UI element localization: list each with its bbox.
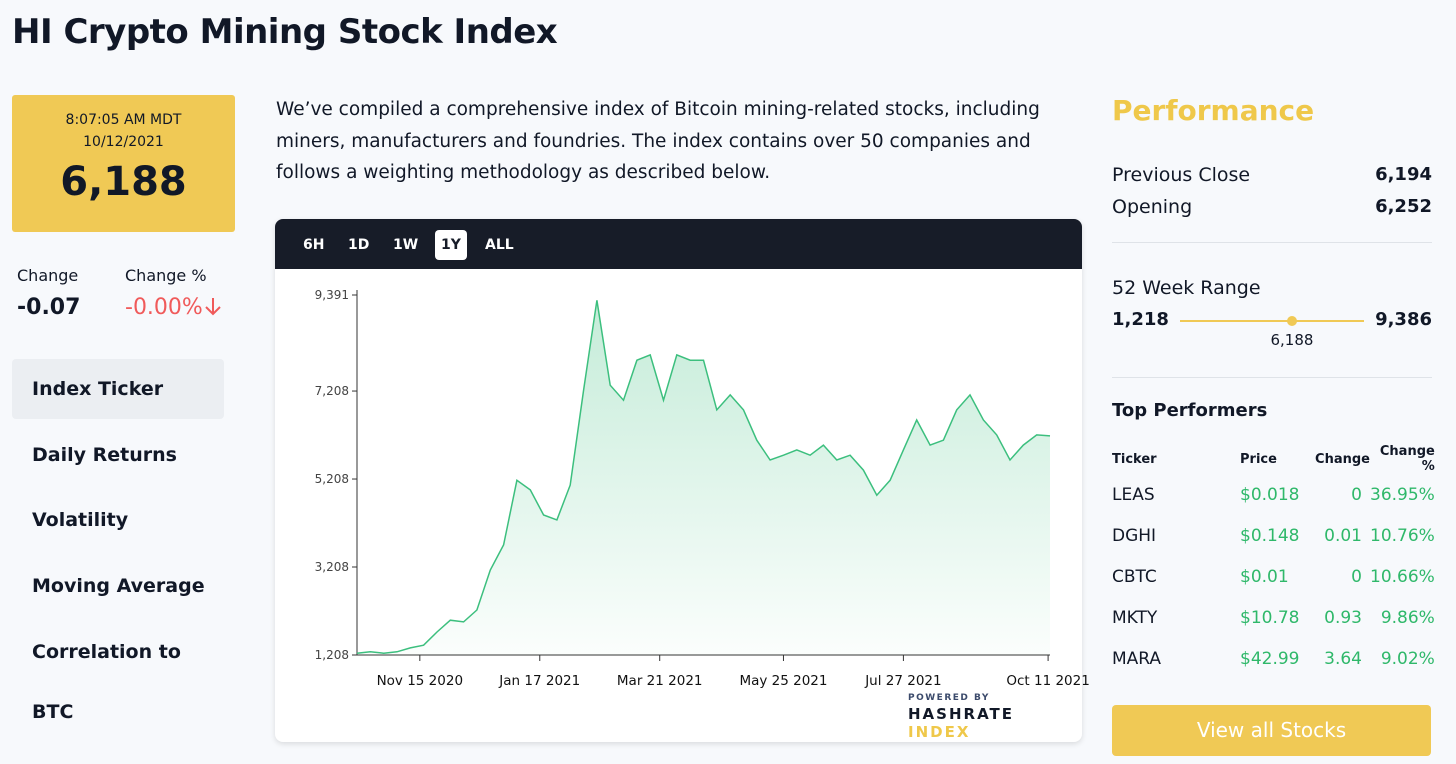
cell: 3.64	[1324, 648, 1362, 669]
quote-time: 8:07:05 AM MDT 10/12/2021	[12, 109, 235, 153]
cell: $42.99	[1240, 648, 1300, 669]
nav-item[interactable]: Volatility	[32, 509, 129, 532]
divider	[1112, 377, 1432, 378]
range-label: 52 Week Range	[1112, 277, 1261, 299]
tab[interactable]: 1Y	[435, 230, 467, 260]
x-tick-label: Jul 27 2021	[864, 673, 941, 689]
divider	[1112, 242, 1432, 243]
cell: MKTY	[1112, 607, 1158, 628]
nav-item[interactable]: Daily Returns	[32, 443, 177, 466]
tab[interactable]: 1D	[348, 237, 370, 253]
performer-row: CBTC $0.01 0 10.66%	[1112, 556, 1435, 597]
view-all-button[interactable]: View all Stocks	[1112, 705, 1431, 756]
cell: LEAS	[1112, 484, 1155, 505]
cell: 10.66%	[1370, 566, 1435, 587]
cell: 36.95%	[1370, 484, 1435, 505]
brand-name: HASHRATE	[908, 705, 1014, 723]
performance-label: Previous Close	[1112, 164, 1251, 186]
cell: 0	[1351, 484, 1362, 505]
y-tick-label: 1,208	[315, 648, 349, 662]
nav-item[interactable]: Index Ticker	[12, 359, 224, 419]
performance-title: Performance	[1112, 94, 1315, 127]
range-high: 9,386	[1375, 309, 1432, 330]
performance-row: Previous Close 6,194	[1112, 164, 1432, 186]
cell: DGHI	[1112, 525, 1157, 546]
cell: 0.93	[1324, 607, 1362, 628]
column-header: Change	[1315, 451, 1370, 467]
range-track: 6,188	[1180, 316, 1364, 349]
x-tick-label: May 25 2021	[739, 673, 827, 689]
down-arrow	[205, 298, 221, 316]
cell: $10.78	[1240, 607, 1300, 628]
column-header: Price	[1240, 451, 1277, 467]
performer-row: LEAS $0.018 0 36.95%	[1112, 474, 1435, 515]
time: 8:07:05 AM MDT	[65, 112, 182, 128]
tab-bar: 6H 1D 1W 1Y ALL	[275, 219, 1082, 269]
quote-card: 8:07:05 AM MDT 10/12/2021 6,188	[12, 95, 235, 232]
performance-value: 6,252	[1375, 196, 1432, 217]
area-fill	[357, 300, 1050, 655]
nav-item[interactable]: Moving Average	[32, 575, 205, 598]
performance-row: Opening 6,252	[1112, 196, 1432, 218]
date: 10/12/2021	[83, 134, 164, 150]
performer-row: DGHI $0.148 0.01 10.76%	[1112, 515, 1435, 556]
description: We’ve compiled a comprehensive index of …	[276, 99, 1040, 183]
change-value: -0.07	[17, 295, 81, 320]
cell: 0	[1351, 566, 1362, 587]
change-label: Change	[17, 266, 79, 285]
powered-by: POWERED BY	[908, 693, 990, 703]
performance-label: Opening	[1112, 196, 1193, 218]
x-tick-label: Mar 21 2021	[617, 673, 703, 689]
range-low: 1,218	[1112, 309, 1169, 330]
nav-item[interactable]: Correlation to BTC	[32, 640, 181, 723]
cell: 10.76%	[1370, 525, 1435, 546]
change-pct-value: -0.00%	[125, 295, 223, 320]
cell: 9.86%	[1380, 607, 1435, 628]
y-tick-label: 7,208	[315, 384, 349, 398]
header-row: Ticker Price Change Change %	[1112, 444, 1435, 474]
y-tick-label: 3,208	[315, 560, 349, 574]
performer-row: MARA $42.99 3.64 9.02%	[1112, 638, 1435, 679]
change-pct: -0.00%	[125, 295, 203, 320]
performance-value: 6,194	[1375, 164, 1432, 185]
performer-row: MKTY $10.78 0.93 9.86%	[1112, 597, 1435, 638]
x-tick-label: Oct 11 2021	[1006, 673, 1089, 689]
x-tick-label: Jan 17 2021	[498, 673, 580, 689]
brand: HASHRATE INDEX	[908, 705, 1082, 741]
cell: 0.01	[1324, 525, 1362, 546]
column-header: Change %	[1379, 444, 1435, 474]
top-performers-title: Top Performers	[1112, 400, 1268, 421]
page-title: HI Crypto Mining Stock Index	[12, 12, 558, 52]
cell: 9.02%	[1380, 648, 1435, 669]
brand-accent: INDEX	[908, 723, 971, 741]
range-dot	[1286, 316, 1297, 326]
tab[interactable]: ALL	[485, 237, 514, 253]
cell: CBTC	[1112, 566, 1157, 587]
column-header: Ticker	[1112, 451, 1157, 467]
quote-value: 6,188	[60, 159, 187, 205]
y-tick-label: 5,208	[315, 472, 349, 486]
x-tick-label: Nov 15 2020	[377, 673, 463, 689]
tab[interactable]: 6H	[303, 237, 325, 253]
top-performers-table: Ticker Price Change Change % LEAS $0.018 0 36.9…	[1112, 444, 1435, 679]
cell: $0.01	[1240, 566, 1289, 587]
cell: $0.018	[1240, 484, 1300, 505]
cell: $0.148	[1240, 525, 1300, 546]
range-current: 6,188	[1270, 331, 1314, 349]
y-tick-label: 9,391	[315, 288, 349, 302]
change-pct-label: Change %	[125, 266, 207, 285]
tab[interactable]: 1W	[393, 237, 419, 253]
cell: MARA	[1112, 648, 1162, 669]
line	[356, 300, 1051, 654]
